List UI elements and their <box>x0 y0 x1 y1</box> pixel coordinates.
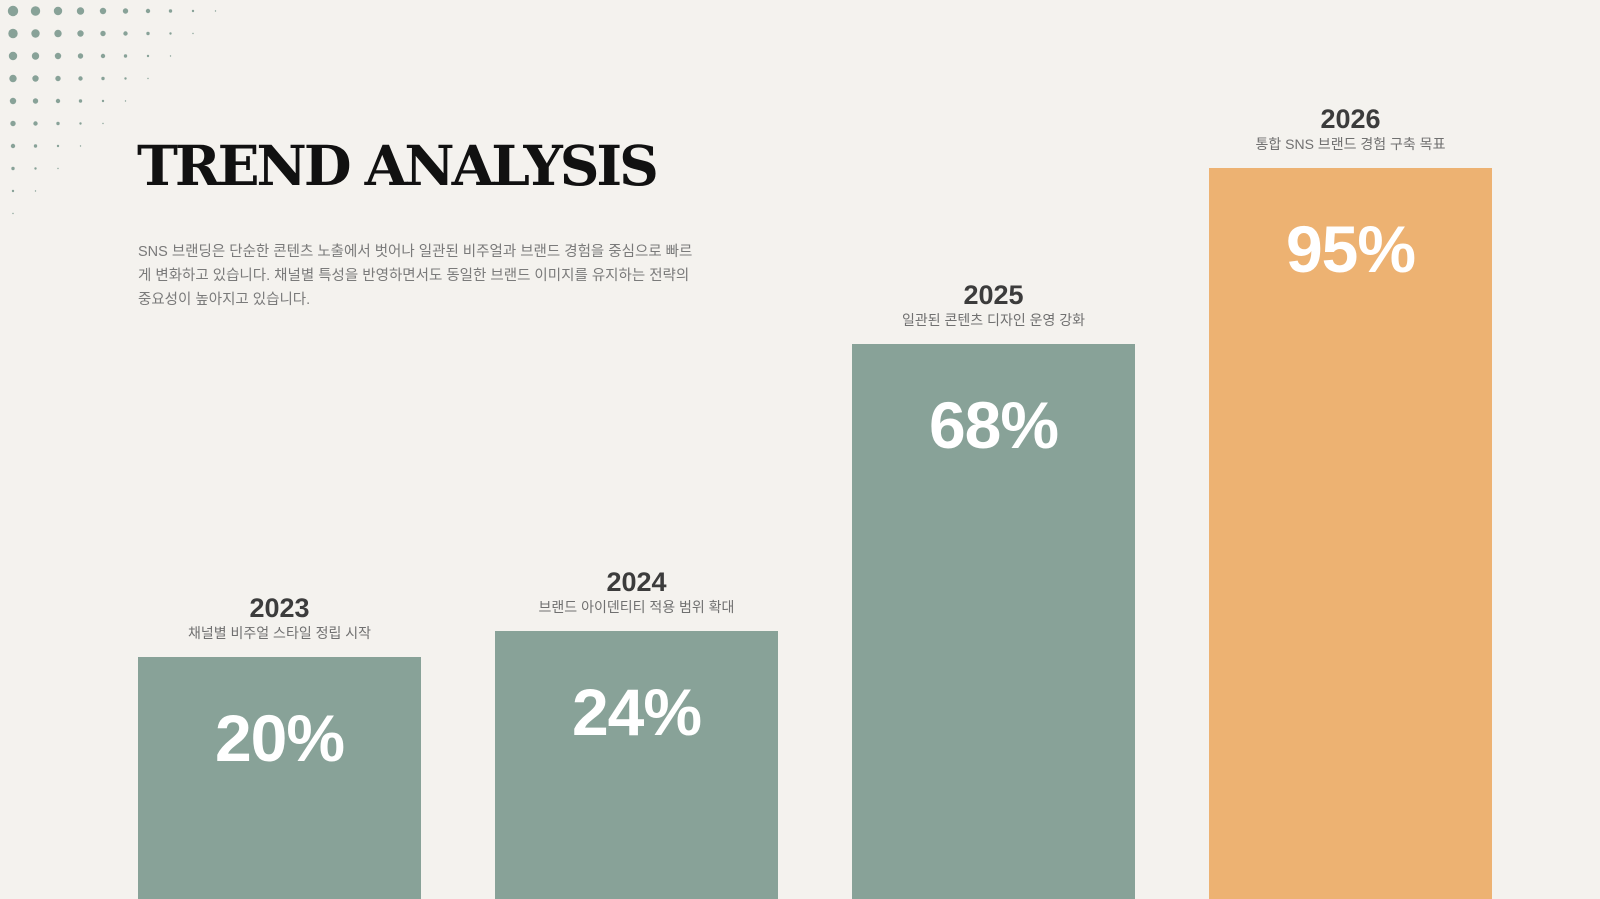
decorative-dot <box>146 54 150 58</box>
decorative-dot <box>10 120 16 127</box>
decorative-dot <box>30 6 41 16</box>
decorative-dot <box>34 167 37 170</box>
category-label: 2023 <box>249 593 310 623</box>
category-label: 2024 <box>606 567 667 597</box>
decorative-dot <box>76 7 85 15</box>
dot-pattern-decoration <box>7 5 217 215</box>
decorative-dot <box>7 5 19 17</box>
decorative-dot <box>169 55 172 57</box>
decorative-dot <box>56 121 60 126</box>
decorative-dot <box>102 122 104 125</box>
category-label: 2026 <box>1320 104 1381 134</box>
decorative-dot <box>32 75 39 82</box>
decorative-dot <box>78 76 83 81</box>
bar-group-2024: 2024 브랜드 아이덴티티 적용 범위 확대 24% <box>495 0 778 899</box>
bar-value-label: 68% <box>928 388 1059 462</box>
decorative-dot <box>101 76 105 81</box>
decorative-dot <box>9 74 17 83</box>
description-text: SNS 브랜딩은 단순한 콘텐츠 노출에서 벗어나 일관된 비주얼과 브랜드 경… <box>138 244 693 308</box>
bar-value-label: 20% <box>214 701 345 775</box>
decorative-dot <box>100 53 106 59</box>
decorative-dot <box>11 166 15 171</box>
decorative-dot <box>8 51 18 61</box>
decorative-dot <box>32 98 39 104</box>
category-label: 2025 <box>963 280 1024 310</box>
decorative-dot <box>10 143 16 149</box>
bar-description: 채널별 비주얼 스타일 정립 시작 <box>188 625 371 641</box>
decorative-dot <box>33 144 38 148</box>
bar-description: 통합 SNS 브랜드 경험 구축 목표 <box>1255 136 1446 152</box>
decorative-dot <box>100 30 106 37</box>
decorative-dot <box>54 29 62 38</box>
decorative-dot <box>33 121 38 126</box>
decorative-dot <box>8 28 18 39</box>
bar-2023: 20% <box>138 657 421 899</box>
bar-group-2025: 2025 일관된 콘텐츠 디자인 운영 강화 68% <box>852 0 1135 899</box>
decorative-dot <box>124 100 127 102</box>
decorative-dot <box>34 190 37 192</box>
decorative-dot <box>9 97 17 105</box>
bar-group-2026: 2026 통합 SNS 브랜드 경험 구축 목표 95% <box>1209 0 1492 899</box>
bar-value-label: 95% <box>1285 212 1416 286</box>
decorative-dot <box>214 10 217 12</box>
decorative-dot <box>12 212 14 215</box>
bar-2024: 24% <box>495 631 778 899</box>
decorative-dot <box>169 32 172 35</box>
decorative-dot <box>56 144 60 148</box>
decorative-dot <box>55 75 61 82</box>
decorative-dot <box>123 54 128 58</box>
bar-group-2023: 2023 채널별 비주얼 스타일 정립 시작 20% <box>138 0 421 899</box>
decorative-dot <box>77 30 84 37</box>
decorative-dot <box>145 8 151 14</box>
decorative-dot <box>101 99 105 103</box>
decorative-dot <box>191 9 195 13</box>
decorative-dot <box>77 53 84 59</box>
decorative-dot <box>54 52 62 60</box>
bar-2025: 68% <box>852 344 1135 899</box>
decorative-dot <box>11 189 15 193</box>
decorative-dot <box>31 52 40 60</box>
decorative-dot <box>53 6 63 16</box>
decorative-dot <box>79 122 82 125</box>
bar-value-label: 24% <box>571 675 702 749</box>
decorative-dot <box>31 29 40 38</box>
bar-2026: 95% <box>1209 168 1492 899</box>
decorative-dot <box>146 31 150 36</box>
decorative-dot <box>123 31 128 36</box>
decorative-dot <box>99 7 107 15</box>
decorative-dot <box>55 98 61 104</box>
decorative-dot <box>79 145 82 147</box>
decorative-dot <box>168 9 173 13</box>
decorative-dot <box>124 77 127 80</box>
decorative-dot <box>57 167 59 170</box>
decorative-dot <box>147 77 149 80</box>
decorative-dot <box>78 99 83 103</box>
decorative-dot <box>122 8 129 14</box>
bar-description: 일관된 콘텐츠 디자인 운영 강화 <box>902 312 1085 328</box>
bar-description: 브랜드 아이덴티티 적용 범위 확대 <box>538 599 735 615</box>
decorative-dot <box>192 32 194 35</box>
page-title: TREND ANALYSIS <box>137 133 659 198</box>
